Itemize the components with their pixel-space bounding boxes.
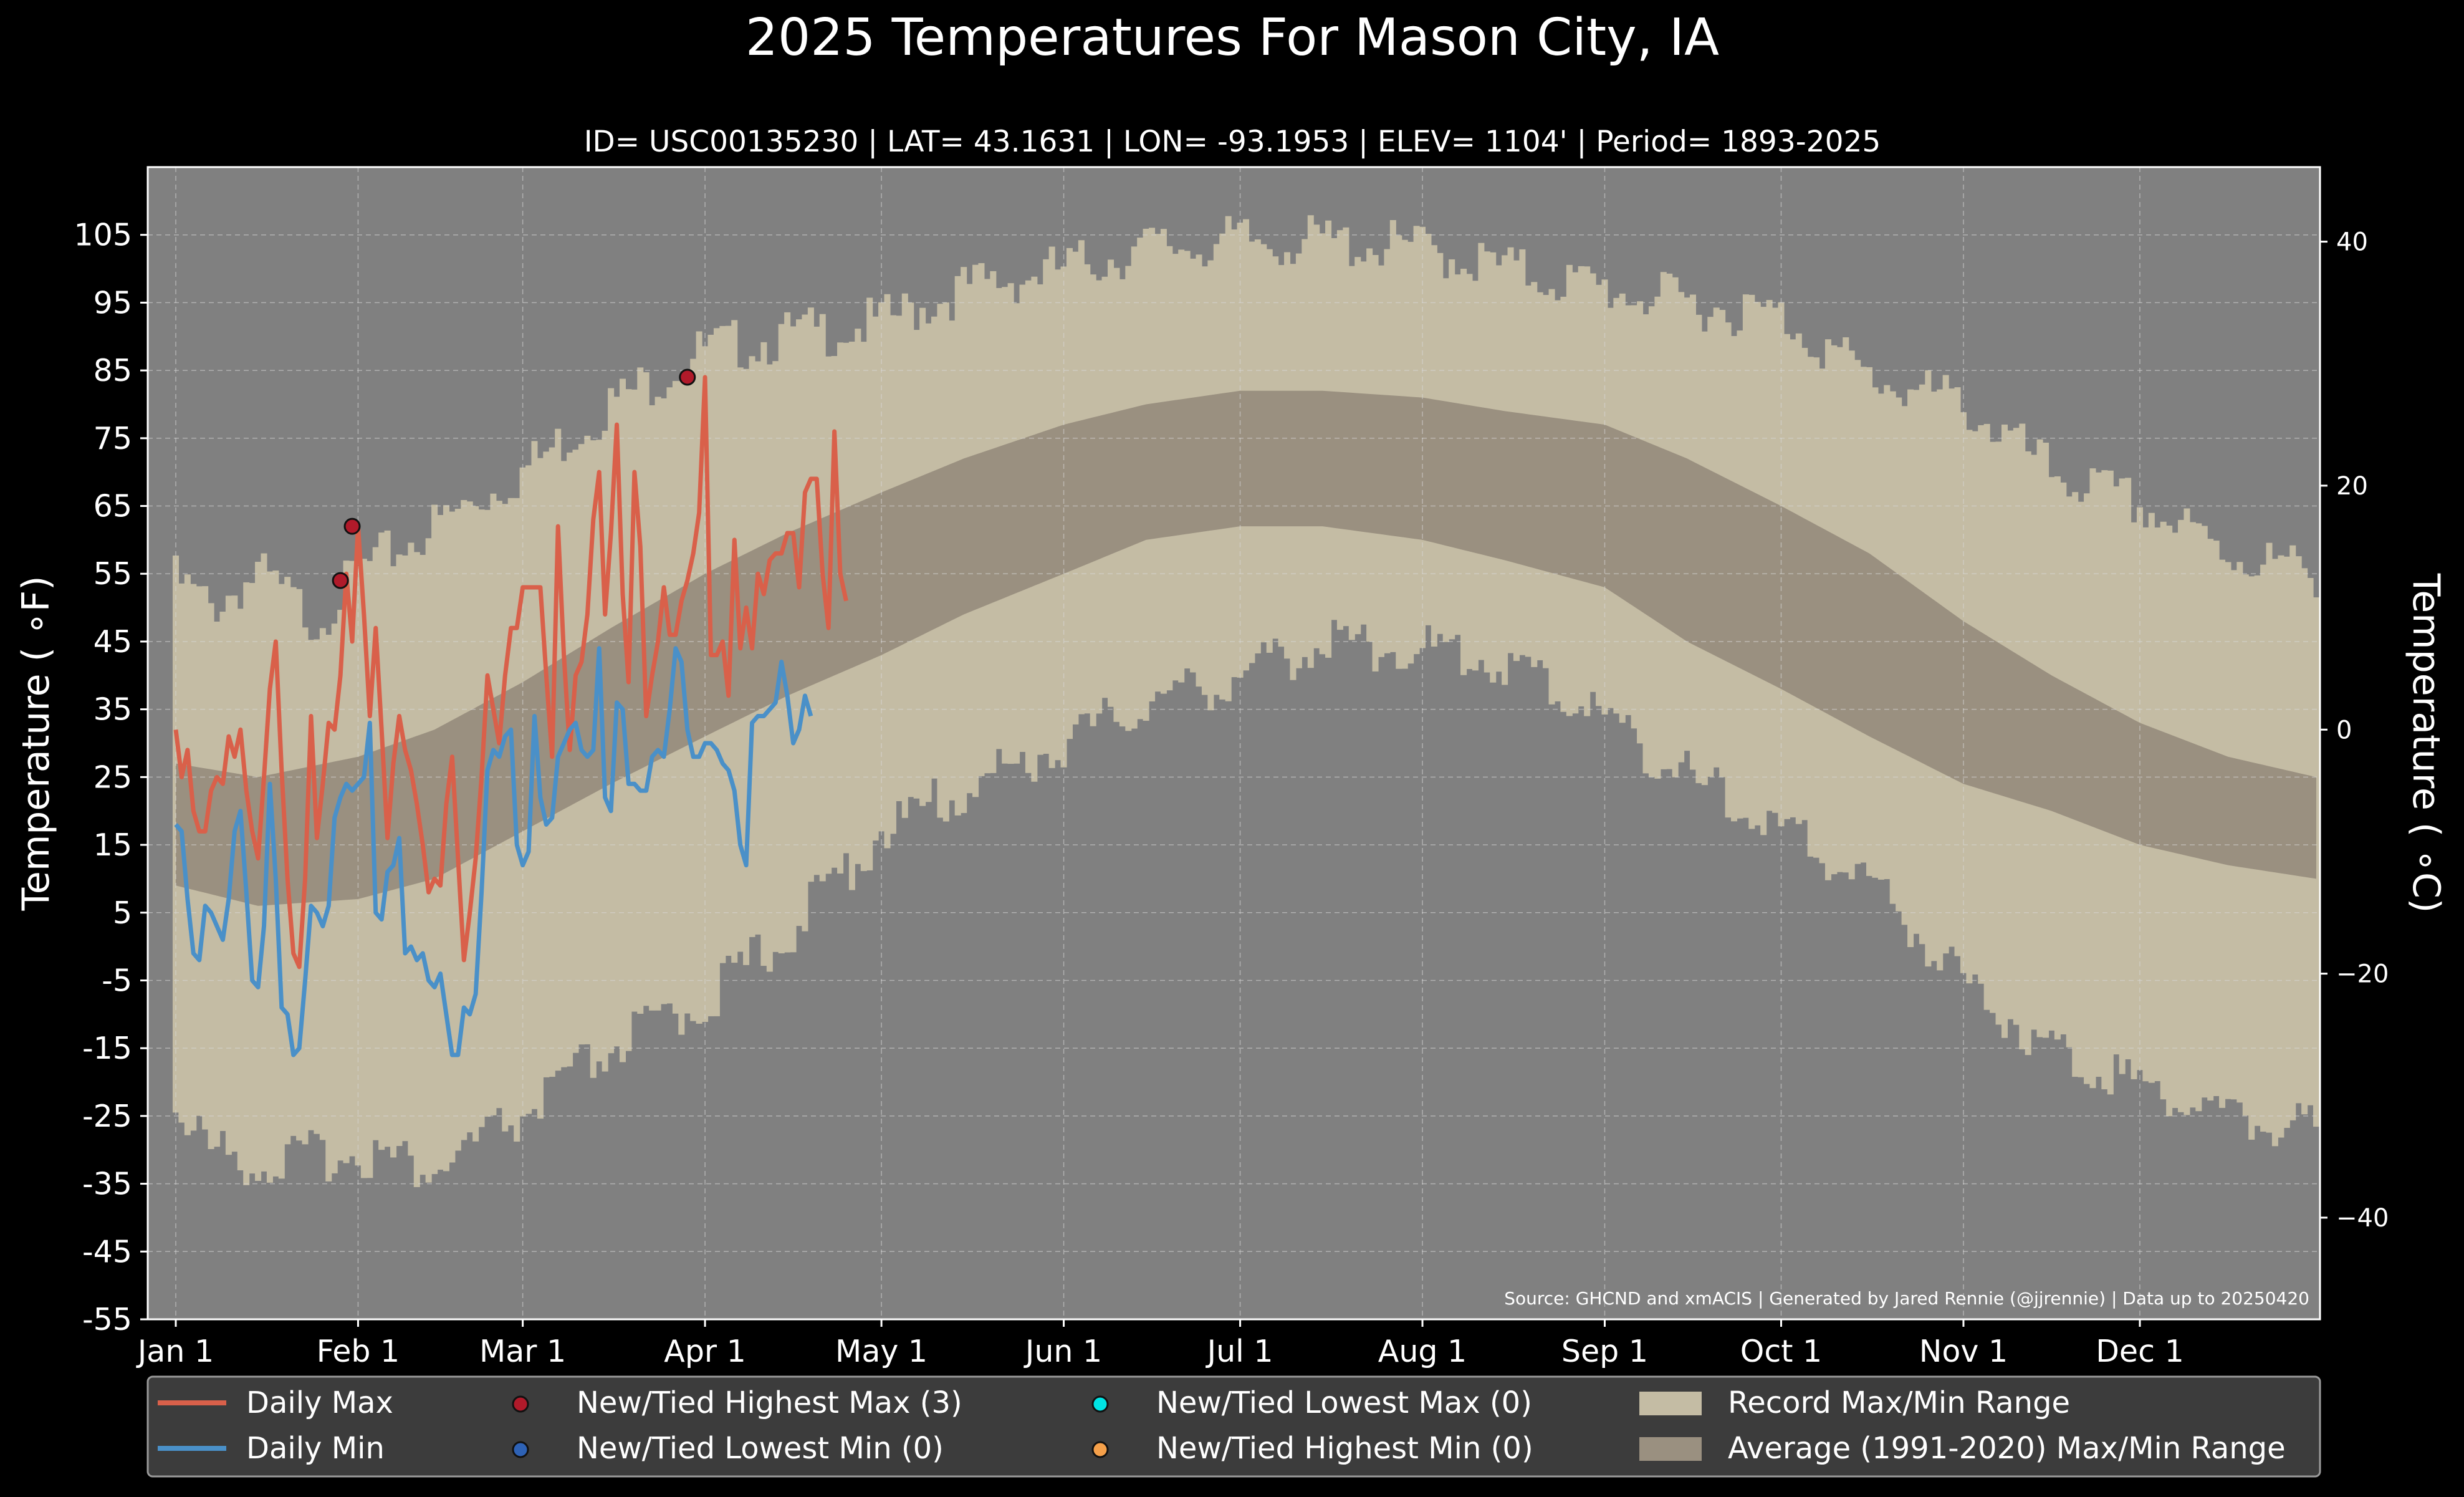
legend-marker-lowest-max	[1091, 1395, 1109, 1413]
record-marker-point	[679, 368, 696, 386]
x-tick-label: Sep 1	[1561, 1334, 1648, 1369]
legend-label-lowest-max: New/Tied Lowest Max (0)	[1156, 1385, 1532, 1420]
grid-lines	[148, 167, 2320, 1319]
x-tick-label: Jul 1	[1206, 1334, 1273, 1369]
left-tick-label: 75	[93, 421, 132, 456]
legend-label-average-range: Average (1991-2020) Max/Min Range	[1728, 1431, 2286, 1466]
left-tick-label: -15	[82, 1031, 132, 1066]
left-tick-label: 55	[93, 556, 132, 592]
legend-marker-lowest-min	[512, 1441, 529, 1458]
legend-label-record-range: Record Max/Min Range	[1728, 1385, 2070, 1420]
x-tick-label: Dec 1	[2096, 1334, 2184, 1369]
legend-swatch-record-range	[1639, 1392, 1702, 1415]
legend-label-daily-max: Daily Max	[246, 1385, 393, 1420]
legend-label-highest-min: New/Tied Highest Min (0)	[1156, 1431, 1533, 1466]
left-tick-label: 45	[93, 624, 132, 660]
daily-min-line	[174, 646, 813, 1057]
x-tick-label: Aug 1	[1378, 1334, 1467, 1369]
legend-box	[146, 1375, 2321, 1478]
chart-title: 2025 Temperatures For Mason City, IA	[745, 8, 1719, 67]
x-tick-label: Nov 1	[1919, 1334, 2008, 1369]
x-tick-label: Mar 1	[479, 1334, 566, 1369]
left-tick-label: 15	[93, 827, 132, 863]
right-tick-label: 40	[2336, 228, 2368, 257]
right-tick-label: 0	[2336, 716, 2352, 744]
left-tick-label: 85	[93, 353, 132, 388]
left-tick-label: 95	[93, 285, 132, 320]
right-tick-label: 20	[2336, 472, 2368, 501]
daily-max-line	[173, 375, 848, 970]
x-tick-label: Oct 1	[1740, 1334, 1822, 1369]
left-tick-label: 105	[74, 218, 132, 253]
legend-label-highest-max: New/Tied Highest Max (3)	[577, 1385, 962, 1420]
record-marker-point	[343, 517, 361, 535]
x-tick-label: May 1	[835, 1334, 928, 1369]
legend-label-lowest-min: New/Tied Lowest Min (0)	[577, 1431, 944, 1466]
x-tick-label: Feb 1	[317, 1334, 400, 1369]
x-tick-label: Apr 1	[664, 1334, 746, 1369]
left-tick-label: 35	[93, 692, 132, 728]
legend-swatch-average-range	[1639, 1437, 1702, 1461]
y-axis-label-left: Temperature ( ∘F)	[14, 575, 58, 911]
legend-marker-highest-max	[512, 1395, 529, 1413]
x-tick-label: Jan 1	[136, 1334, 214, 1369]
series-lines	[173, 375, 848, 1057]
x-axis-ticks: Jan 1 Feb 1 Mar 1 Apr 1 May 1 Jun 1 Jul 1 Aug 1…	[136, 1319, 2184, 1369]
y-axis-label-right: Temperature ( ∘C)	[2404, 573, 2448, 913]
record-marker-point	[332, 572, 349, 589]
left-tick-label: 25	[93, 759, 132, 795]
left-tick-label: -45	[82, 1234, 132, 1269]
right-axis-ticks: 40 20 0 −20 −40	[2320, 228, 2389, 1233]
plot-frame	[146, 166, 2321, 1321]
record-markers	[332, 368, 696, 589]
legend-label-daily-min: Daily Min	[246, 1431, 385, 1466]
source-note: Source: GHCND and xmACIS | Generated by …	[1504, 1288, 2309, 1309]
left-tick-label: 65	[93, 489, 132, 524]
left-tick-label: -35	[82, 1167, 132, 1202]
right-tick-label: −20	[2336, 960, 2389, 989]
right-tick-label: −40	[2336, 1204, 2389, 1233]
left-tick-label: -25	[82, 1099, 132, 1134]
left-axis-ticks: 105 95 85 75 65 55 45 35 25 15 5 -5 -15 -25 -35 -45 -55	[74, 218, 148, 1337]
left-tick-label: 5	[113, 895, 132, 931]
legend: Daily Max Daily Min New/Tied Highest Max…	[146, 1375, 2321, 1478]
legend-marker-highest-min	[1091, 1441, 1109, 1458]
left-tick-label: -55	[82, 1302, 132, 1337]
left-tick-label: -5	[102, 963, 132, 998]
x-tick-label: Jun 1	[1023, 1334, 1102, 1369]
chart-subtitle: ID= USC00135230 | LAT= 43.1631 | LON= -9…	[584, 125, 1881, 159]
plot-area	[148, 167, 2320, 1319]
